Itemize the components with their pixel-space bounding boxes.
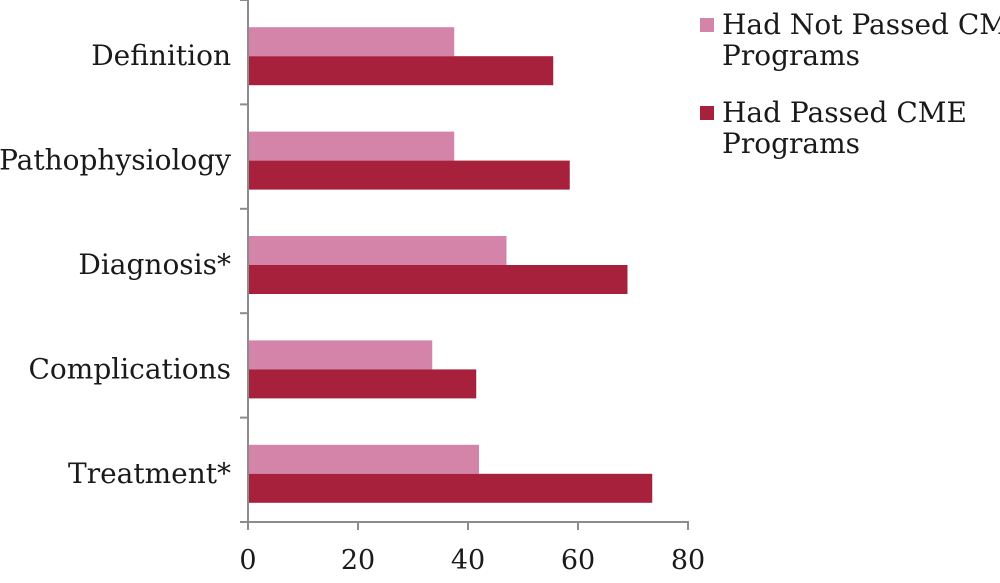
category-label: Diagnosis* <box>78 248 231 281</box>
legend-label-not-passed: Had Not Passed CME Programs <box>722 8 1000 72</box>
bar-passed-0 <box>248 56 554 86</box>
bar-passed-3 <box>248 369 477 399</box>
x-tick-label: 0 <box>239 545 256 576</box>
category-label: Complications <box>28 352 231 385</box>
legend-swatch-passed <box>700 106 714 120</box>
bar-not-passed-2 <box>248 236 507 265</box>
legend-swatch-not-passed <box>700 18 714 32</box>
x-tick-label: 20 <box>341 545 375 576</box>
category-label: Treatment* <box>68 457 231 490</box>
bar-not-passed-0 <box>248 27 455 57</box>
x-tick-label: 80 <box>671 545 705 576</box>
bar-passed-4 <box>248 473 653 503</box>
category-label: Pathophysiology <box>0 144 231 177</box>
category-label: Definition <box>91 39 231 72</box>
bar-not-passed-1 <box>248 131 455 161</box>
bar-not-passed-4 <box>248 444 479 474</box>
bar-passed-2 <box>248 265 628 294</box>
legend-label-passed: Had Passed CME Programs <box>722 96 967 160</box>
x-tick-label: 60 <box>561 545 595 576</box>
bar-passed-1 <box>248 160 570 190</box>
bar-not-passed-3 <box>248 340 433 370</box>
x-tick-label: 40 <box>451 545 485 576</box>
